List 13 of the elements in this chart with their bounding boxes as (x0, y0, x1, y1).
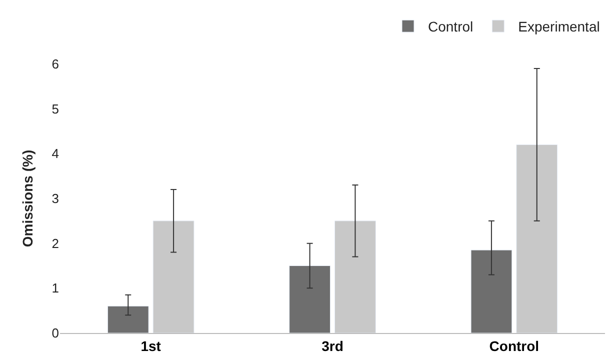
x-tick-label: 1st (140, 338, 162, 354)
x-tick-label: 3rd (322, 338, 344, 354)
y-tick-label: 3 (52, 191, 59, 206)
y-tick-label: 2 (52, 236, 59, 251)
legend-label: Experimental (518, 18, 600, 35)
y-tick-label: 1 (52, 280, 59, 296)
y-axis-title: Omissions (%) (19, 150, 36, 248)
y-tick-label: 6 (52, 56, 59, 72)
x-tick-label: Control (489, 338, 540, 354)
y-tick-label: 5 (52, 101, 59, 116)
y-tick-label: 0 (52, 326, 59, 341)
y-tick-label: 4 (52, 146, 59, 162)
legend-label: Control (428, 18, 474, 35)
